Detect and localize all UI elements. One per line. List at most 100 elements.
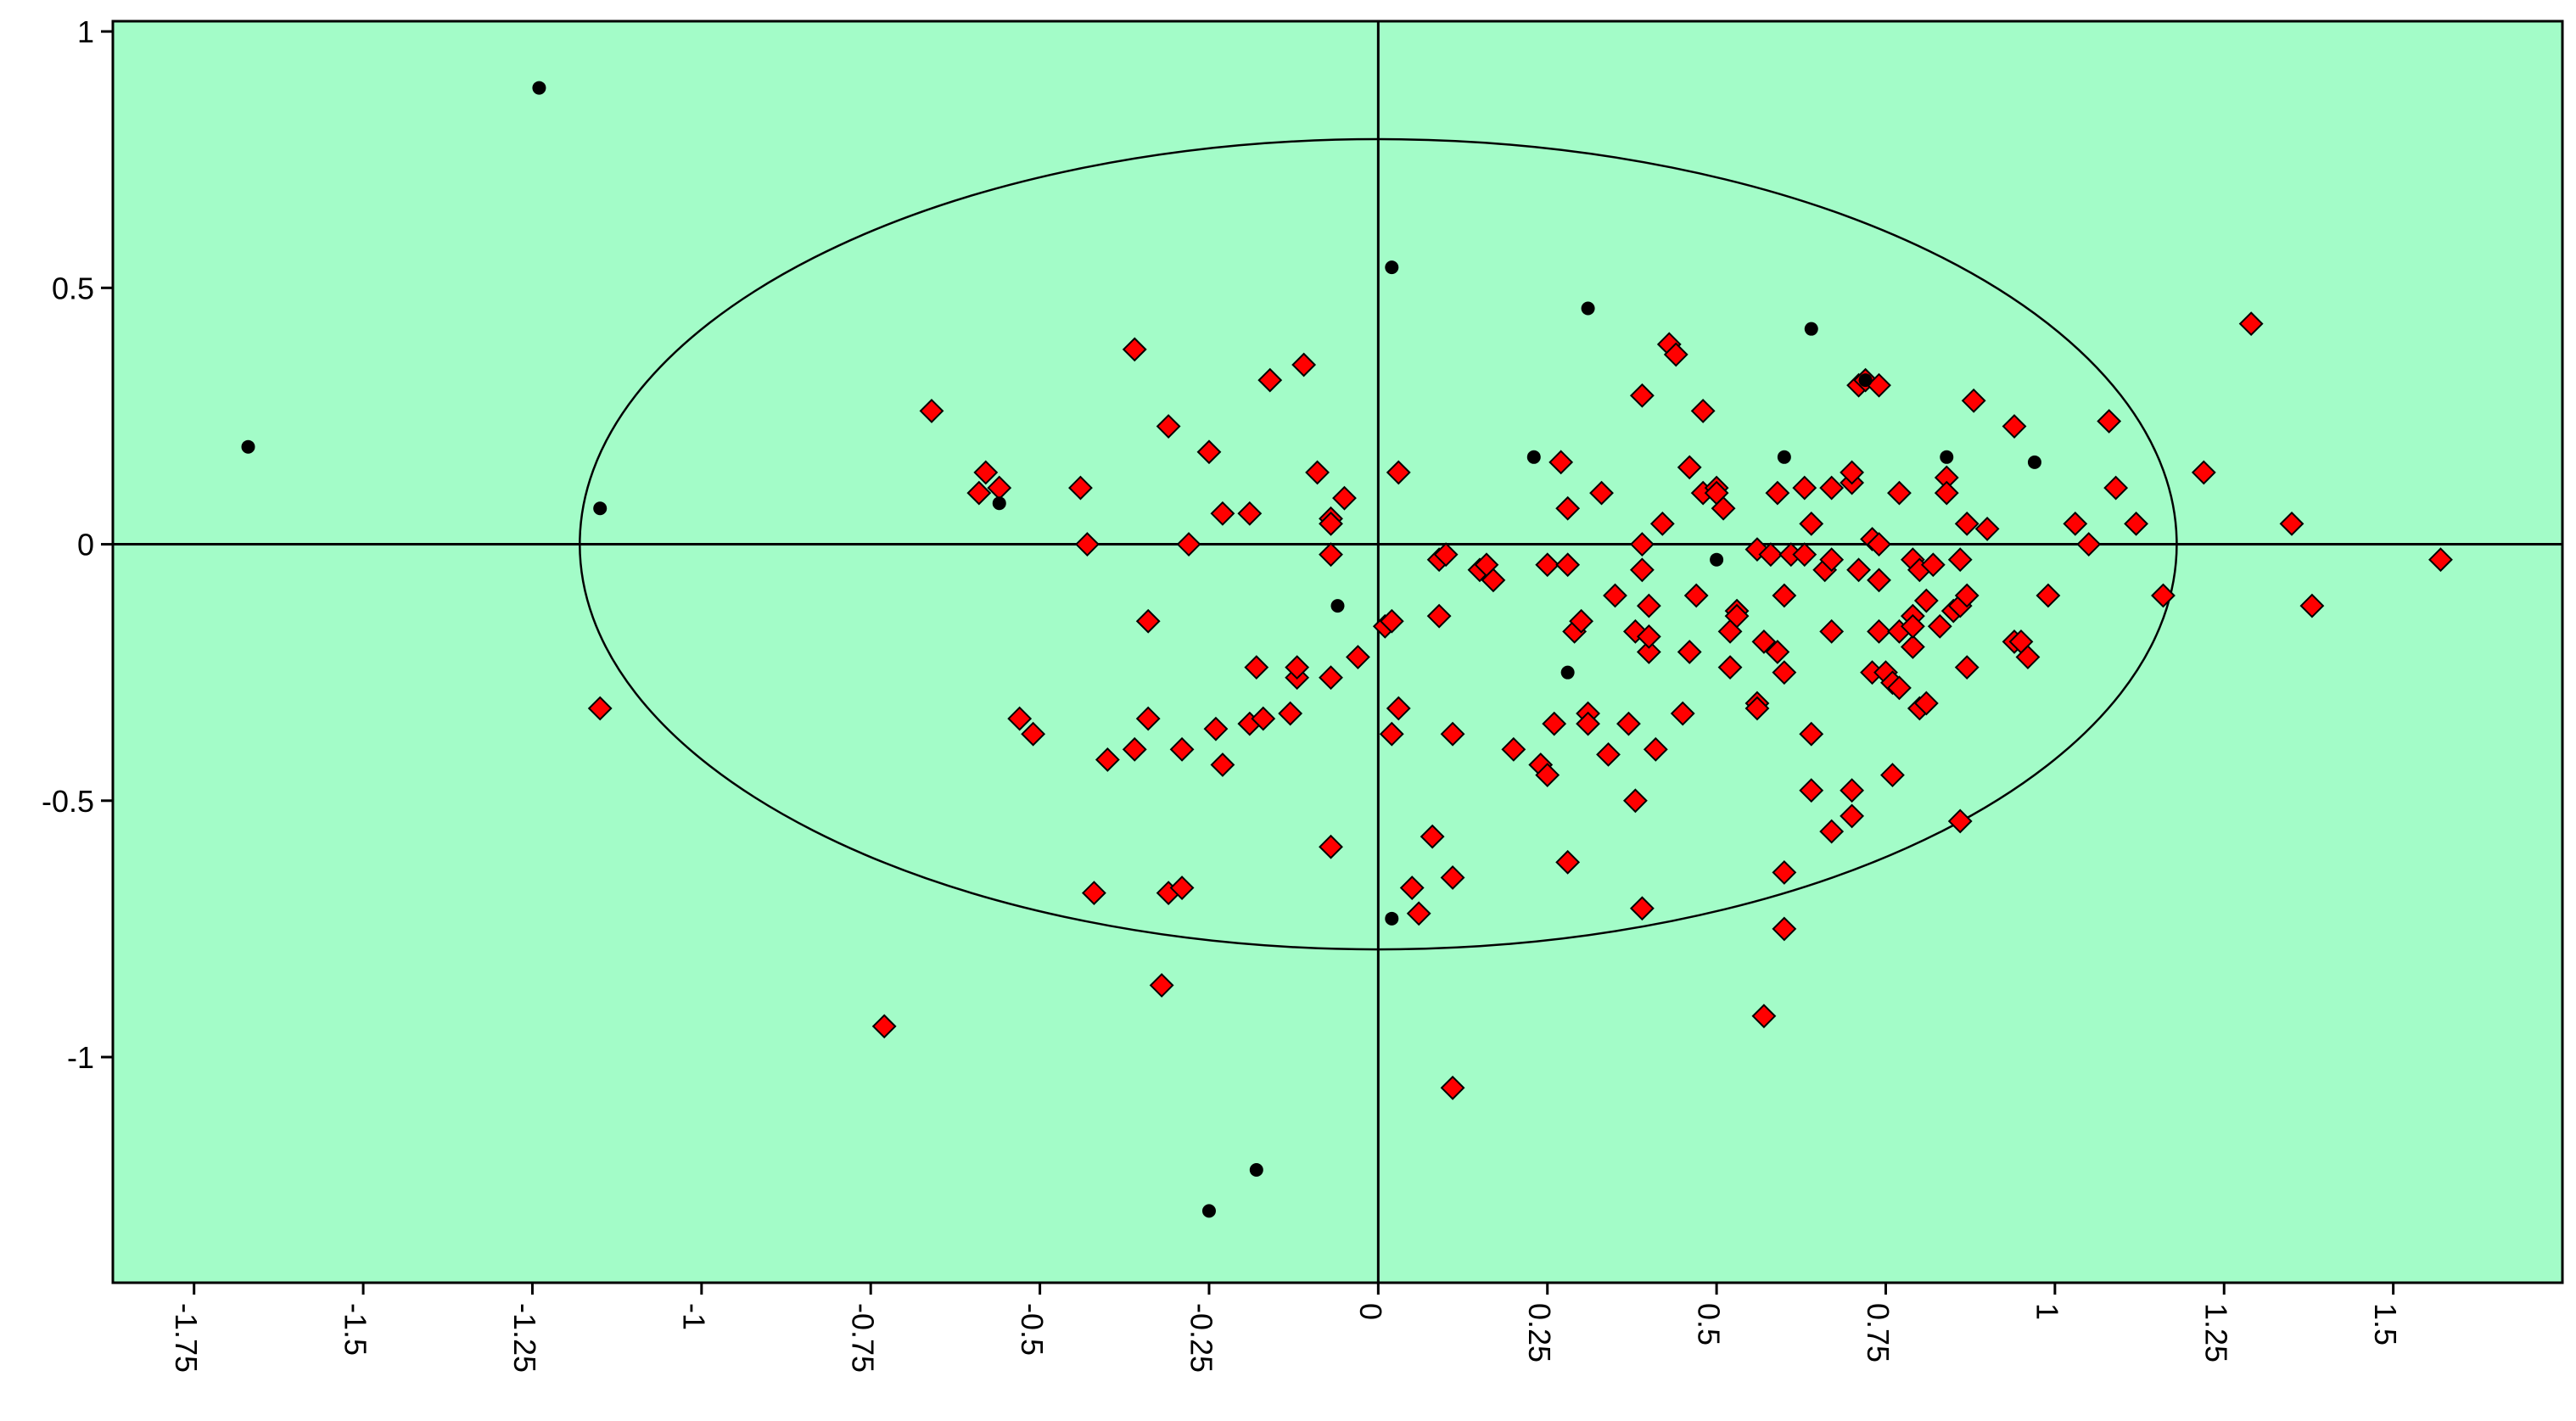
data-point-diamond (1244, 655, 1269, 680)
data-point-diamond (1149, 972, 1174, 998)
data-point-diamond (1772, 916, 1797, 942)
data-point-diamond (1305, 460, 1330, 485)
data-point-diamond (1636, 624, 1661, 649)
data-point-diamond (1156, 414, 1181, 439)
data-point-diamond (2076, 532, 2102, 557)
data-point-diamond (1887, 675, 1912, 701)
data-point-diamond (1555, 849, 1581, 875)
y-tick-label: -1 (67, 1040, 94, 1075)
data-point-diamond (1176, 532, 1201, 557)
data-point-diamond (1954, 583, 1980, 608)
data-point-diamond (1603, 583, 1627, 608)
data-point-diamond (1440, 865, 1465, 890)
data-point-diamond (1636, 593, 1661, 618)
data-point-diamond (1920, 552, 1946, 578)
data-point-diamond (2103, 475, 2129, 501)
data-point-diamond (1386, 460, 1411, 485)
data-point-diamond (1744, 696, 1770, 721)
data-point-diamond (1799, 721, 1824, 747)
data-point-diamond (2036, 583, 2061, 608)
data-point-diamond (2097, 409, 2122, 434)
data-point-diamond (1819, 475, 1845, 501)
data-point-diamond (1900, 613, 1925, 639)
data-point-dot (2027, 455, 2041, 469)
x-tick-label: -0.5 (1015, 1303, 1050, 1356)
x-tick-label: 0 (1353, 1303, 1388, 1320)
data-point-diamond (871, 1014, 897, 1039)
data-point-diamond (1636, 640, 1661, 664)
data-point-diamond (1900, 635, 1925, 659)
data-point-diamond (966, 480, 992, 506)
y-tick-label: -0.5 (42, 784, 94, 819)
data-point-diamond (1379, 608, 1404, 634)
data-point-diamond (1420, 824, 1445, 849)
data-point-diamond (2002, 414, 2027, 439)
data-point-diamond (1751, 1004, 1777, 1029)
data-point-diamond (1122, 337, 1147, 362)
data-point-diamond (1596, 741, 1621, 767)
data-point-diamond (1954, 511, 1980, 536)
x-tick-label: -1 (676, 1303, 711, 1330)
data-point-diamond (1629, 532, 1655, 557)
data-point-diamond (1278, 701, 1303, 726)
data-point-diamond (2151, 583, 2176, 608)
data-point-diamond (1934, 480, 1959, 506)
data-point-diamond (1670, 701, 1695, 726)
data-point-diamond (1880, 763, 1905, 787)
data-point-diamond (1406, 901, 1431, 926)
x-tick-label: 0.5 (1692, 1303, 1727, 1345)
data-point-diamond (2299, 593, 2325, 618)
data-point-diamond (1758, 542, 1784, 568)
data-point-diamond (1535, 763, 1560, 787)
data-point-diamond (587, 696, 613, 721)
data-point-diamond (1501, 736, 1526, 762)
data-point-dot (1385, 260, 1399, 275)
data-point-diamond (1629, 383, 1655, 408)
data-point-diamond (2279, 511, 2304, 536)
data-point-diamond (1169, 736, 1195, 762)
data-point-dot (992, 496, 1006, 511)
data-point-diamond (1663, 342, 1688, 367)
data-point-diamond (1251, 706, 1276, 731)
data-point-diamond (1677, 455, 1702, 480)
data-point-diamond (1772, 660, 1797, 685)
data-point-diamond (1319, 542, 1343, 568)
data-point-diamond (1210, 501, 1235, 526)
data-point-diamond (1643, 736, 1668, 762)
data-point-diamond (1440, 1075, 1465, 1100)
data-point-diamond (1135, 706, 1161, 731)
data-point-diamond (1075, 532, 1100, 557)
data-point-diamond (1867, 568, 1891, 593)
data-point-diamond (1792, 475, 1817, 501)
data-point-diamond (1799, 511, 1824, 536)
data-point-dot (1330, 599, 1345, 613)
data-point-dot (1201, 1204, 1216, 1218)
data-point-diamond (1649, 511, 1675, 536)
y-tick-label: 0 (77, 528, 94, 562)
data-point-diamond (1819, 819, 1845, 844)
data-point-diamond (1589, 480, 1614, 506)
data-point-diamond (1426, 603, 1452, 629)
data-point-diamond (1122, 736, 1147, 762)
data-point-diamond (1711, 495, 1736, 521)
data-point-diamond (1947, 547, 1973, 573)
data-point-diamond (1332, 485, 1357, 511)
data-point-diamond (1840, 803, 1865, 829)
data-point-dot (593, 501, 608, 516)
data-point-dot (1858, 373, 1873, 388)
data-point-diamond (1569, 608, 1594, 634)
data-point-dot (1249, 1163, 1263, 1178)
data-point-diamond (1440, 721, 1465, 747)
x-tick-label: 1 (2030, 1303, 2064, 1320)
data-point-diamond (1629, 896, 1655, 921)
data-point-diamond (1542, 711, 1567, 736)
data-point-diamond (1717, 618, 1743, 644)
data-point-diamond (973, 460, 999, 485)
data-point-diamond (2238, 311, 2264, 337)
data-point-diamond (1683, 583, 1709, 608)
data-point-diamond (1576, 711, 1600, 736)
data-point-diamond (919, 398, 944, 423)
x-tick-label: 0.25 (1522, 1303, 1557, 1362)
data-point-diamond (1629, 557, 1655, 583)
data-point-diamond (1399, 876, 1425, 900)
